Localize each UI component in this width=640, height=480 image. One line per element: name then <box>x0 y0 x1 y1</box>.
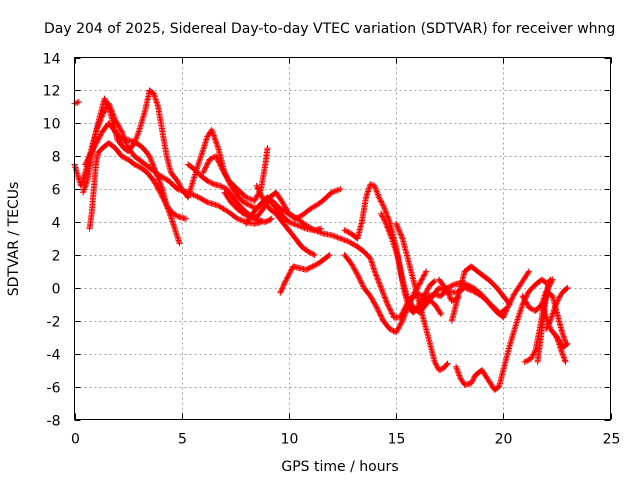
series-track-10 <box>277 252 333 296</box>
data-marker-path <box>551 330 571 351</box>
x-tick-label: 5 <box>178 432 187 448</box>
data-marker-path <box>436 276 462 304</box>
x-tick-label: 10 <box>281 432 299 448</box>
series-track-17 <box>436 276 462 304</box>
plot-frame <box>74 57 611 420</box>
data-marker-path <box>393 220 451 374</box>
y-tick-label: -8 <box>47 414 61 430</box>
y-tick-label: 12 <box>43 84 61 100</box>
y-tick-label: -2 <box>47 315 61 331</box>
y-tick-label: 0 <box>52 282 61 298</box>
y-tick-label: 4 <box>52 216 61 232</box>
x-tick-label: 20 <box>495 432 513 448</box>
y-tick-label: -6 <box>47 381 61 397</box>
series-track-25 <box>551 330 571 351</box>
series-track-5 <box>86 140 189 232</box>
x-axis-label: GPS time / hours <box>281 459 398 475</box>
y-tick-label: 8 <box>52 150 61 166</box>
data-marker-path <box>71 98 82 107</box>
data-marker-path <box>448 263 513 324</box>
grid-layer <box>74 57 611 420</box>
chart-title: Day 204 of 2025, Sidereal Day-to-day VTE… <box>44 21 615 37</box>
data-marker-path <box>253 182 318 258</box>
series-track-24 <box>543 284 571 332</box>
y-tick-label: 2 <box>52 249 61 265</box>
data-marker-path <box>277 252 333 296</box>
series-track-18 <box>448 263 513 324</box>
series-track-11 <box>243 194 445 321</box>
y-tick-label: 6 <box>52 183 61 199</box>
data-marker-path <box>86 140 189 232</box>
data-layer <box>71 87 571 393</box>
x-tick-label: 0 <box>71 432 80 448</box>
y-tick-label: 14 <box>43 52 61 68</box>
y-tick-label: 10 <box>43 117 61 133</box>
y-tick-label: -4 <box>47 348 61 364</box>
axis-layer: -8 -6 -4 -2 0 2 4 6 8 10 12 14 0 5 10 15 20 25 <box>43 52 621 448</box>
series-track-19 <box>453 276 550 393</box>
x-tick-label: 15 <box>388 432 406 448</box>
data-marker-path <box>243 194 445 321</box>
data-marker-path <box>453 276 550 393</box>
series-track-15 <box>393 220 451 374</box>
data-marker-path <box>543 284 571 332</box>
series-track-1 <box>71 98 82 107</box>
x-tick-label: 25 <box>603 432 621 448</box>
y-axis-label: SDTVAR / TECUs <box>6 182 22 297</box>
series-track-9 <box>253 182 318 258</box>
